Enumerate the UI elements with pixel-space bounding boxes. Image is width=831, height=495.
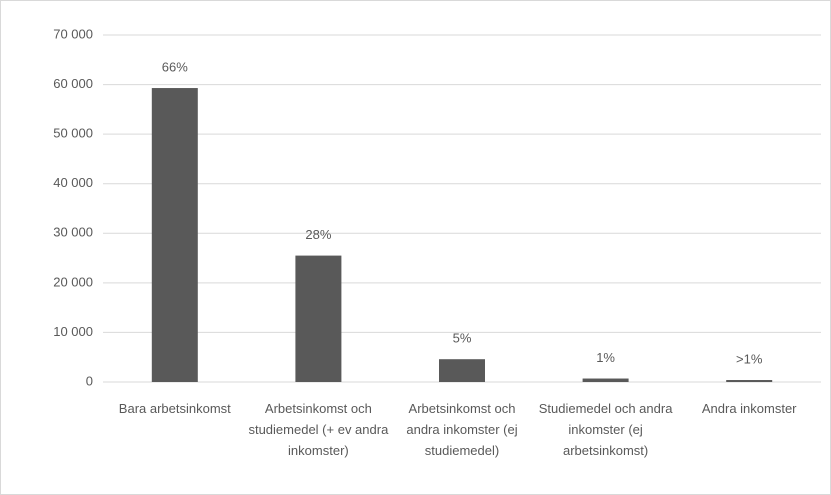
y-tick-label: 50 000 [53, 126, 93, 141]
x-tick-label: Arbetsinkomst och studiemedel (+ ev andr… [248, 401, 389, 458]
x-tick-label: Andra inkomster [701, 401, 797, 416]
data-label: 1% [596, 350, 615, 365]
data-label: 28% [305, 227, 331, 242]
bar [439, 359, 485, 382]
y-tick-label: 40 000 [53, 175, 93, 190]
y-tick-label: 10 000 [53, 324, 93, 339]
x-tick-label: Bara arbetsinkomst [118, 401, 231, 416]
bar [295, 255, 342, 382]
x-tick-label: Studiemedel och andra inkomster (ej arbe… [538, 401, 673, 458]
y-tick-label: 0 [86, 373, 93, 388]
y-tick-label: 60 000 [53, 76, 93, 91]
bar [151, 88, 198, 382]
data-label: 5% [453, 331, 472, 346]
data-label: >1% [736, 351, 763, 366]
y-tick-label: 20 000 [53, 274, 93, 289]
data-label: 66% [162, 59, 188, 74]
y-tick-label: 70 000 [53, 26, 93, 41]
bar [726, 380, 773, 382]
bar [582, 378, 629, 382]
x-tick-label: Arbetsinkomst och andra inkomster (ej st… [406, 401, 518, 458]
y-tick-label: 30 000 [53, 225, 93, 240]
